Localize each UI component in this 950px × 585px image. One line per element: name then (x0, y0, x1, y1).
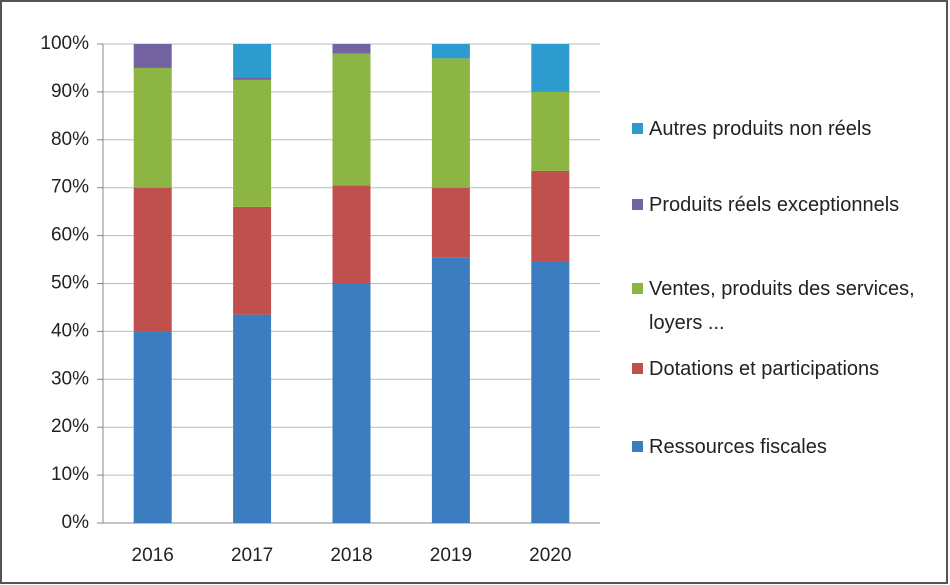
legend-item: Produits réels exceptionnels (632, 188, 919, 222)
legend-swatch (632, 123, 643, 134)
x-tick-label: 2016 (132, 545, 174, 566)
x-tick-label: 2019 (430, 545, 472, 566)
bar-segment (233, 44, 272, 78)
legend-swatch (632, 441, 643, 452)
bar-segment (332, 53, 371, 186)
y-tick-label: 50% (51, 273, 89, 294)
bar-segment (133, 187, 172, 332)
x-tick-label: 2017 (231, 545, 273, 566)
bar-segment (233, 314, 272, 523)
legend-label: Dotations et participations (649, 358, 880, 380)
y-tick-label: 0% (62, 512, 90, 533)
bar-segment (332, 185, 371, 284)
bar-segment (233, 206, 272, 315)
legend-item: Dotations et participations (632, 352, 919, 386)
y-tick-label: 90% (51, 81, 89, 102)
legend-swatch (632, 283, 643, 294)
y-tick-label: 10% (51, 464, 89, 485)
legend-swatch (632, 363, 643, 374)
legend-label: Autres produits non réels (649, 118, 872, 140)
bar-segment (332, 44, 371, 54)
bar-segment (431, 257, 470, 523)
legend-swatch (632, 199, 643, 210)
bar-segment (531, 170, 570, 262)
bar-segment (531, 261, 570, 523)
y-tick-label: 40% (51, 320, 89, 341)
bar-segment (531, 91, 570, 171)
y-tick-label: 80% (51, 129, 89, 150)
y-tick-label: 100% (40, 33, 89, 54)
y-tick-label: 30% (51, 368, 89, 389)
legend-label: Produits réels exceptionnels (649, 194, 900, 216)
y-tick-label: 70% (51, 177, 89, 198)
legend-item: Ventes, produits des services, loyers ..… (632, 272, 919, 340)
y-tick-label: 60% (51, 225, 89, 246)
bar-segment (531, 44, 570, 92)
y-tick-label: 20% (51, 416, 89, 437)
bar-segment (133, 331, 172, 523)
bar-segment (332, 283, 371, 523)
bar-segment (431, 187, 470, 258)
bar-segment (233, 79, 272, 207)
bar-segment (431, 58, 470, 188)
legend-item: Autres produits non réels (632, 112, 919, 146)
legend-label: Ventes, produits des services, loyers ..… (649, 278, 915, 334)
x-tick-label: 2018 (330, 545, 372, 566)
bar-segment (133, 67, 172, 188)
bar-segment (133, 44, 172, 68)
x-tick-label: 2020 (529, 545, 571, 566)
bar-segment (431, 44, 470, 59)
bar-segment (233, 77, 272, 80)
legend-item: Ressources fiscales (632, 430, 919, 464)
legend-label: Ressources fiscales (649, 436, 827, 458)
